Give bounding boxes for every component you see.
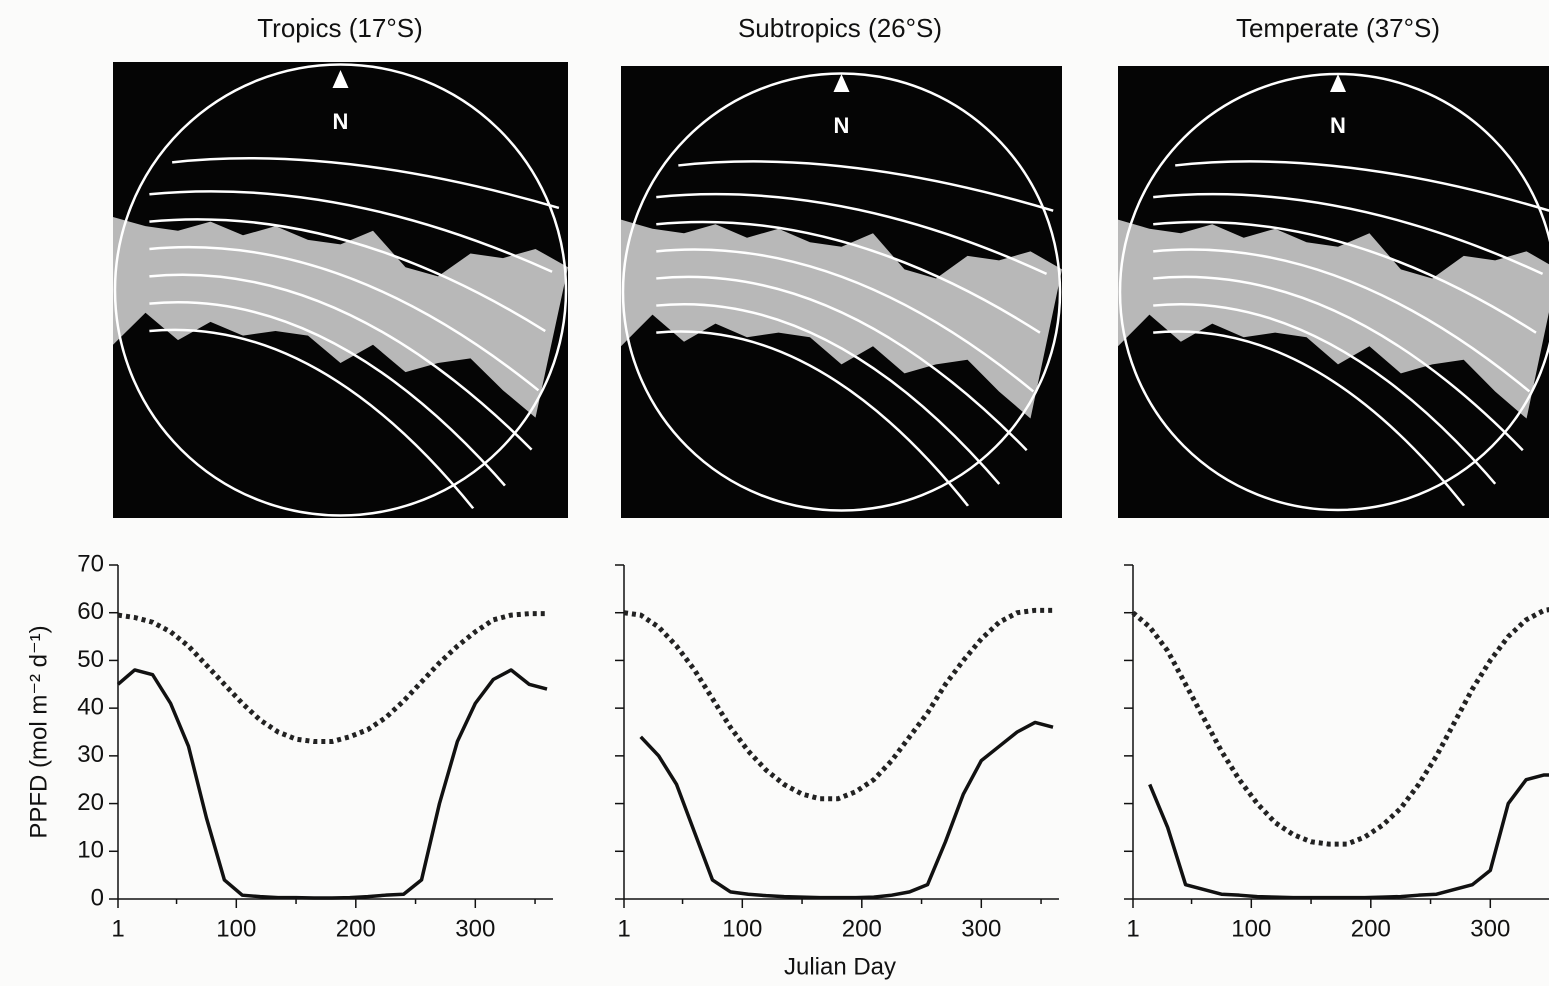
canopy-gap bbox=[621, 219, 1062, 419]
north-label: N bbox=[333, 109, 349, 134]
x-tick-label: 100 bbox=[722, 915, 762, 942]
x-tick-label: 300 bbox=[455, 915, 495, 942]
sun-path bbox=[149, 273, 533, 451]
sun-path bbox=[1153, 275, 1524, 452]
sun-path bbox=[656, 248, 1035, 393]
x-tick-label: 100 bbox=[1231, 915, 1271, 942]
sun-path bbox=[1153, 220, 1537, 334]
canopy-gap bbox=[1118, 219, 1549, 419]
dotted-line bbox=[1131, 607, 1549, 847]
panel-title: Subtropics (26°S) bbox=[738, 13, 942, 43]
north-label: N bbox=[1330, 113, 1346, 138]
sun-path bbox=[149, 190, 553, 273]
sun-path bbox=[656, 275, 1028, 452]
sun-path bbox=[172, 157, 560, 210]
y-tick-label: 40 bbox=[77, 693, 104, 720]
north-label: N bbox=[834, 113, 850, 138]
north-marker bbox=[332, 70, 349, 88]
dotted-line bbox=[623, 607, 1054, 802]
x-tick-label: 100 bbox=[216, 915, 256, 942]
y-tick-label: 70 bbox=[77, 550, 104, 577]
y-tick-label: 50 bbox=[77, 646, 104, 673]
x-tick-label: 200 bbox=[1351, 915, 1391, 942]
hemispherical-photo: N bbox=[113, 62, 568, 546]
panel-title: Temperate (37°S) bbox=[1236, 13, 1440, 43]
x-tick-label: 300 bbox=[961, 915, 1001, 942]
y-axis-label: PPFD (mol m⁻² d⁻¹) bbox=[25, 625, 52, 838]
solid-line bbox=[1148, 773, 1549, 900]
sun-path bbox=[1153, 330, 1511, 540]
sun-path bbox=[149, 218, 546, 333]
y-tick-label: 20 bbox=[77, 789, 104, 816]
solid-line bbox=[639, 720, 1054, 900]
y-tick-label: 30 bbox=[77, 741, 104, 768]
sun-path bbox=[656, 192, 1048, 276]
sun-path bbox=[656, 303, 1022, 510]
sun-path bbox=[656, 220, 1041, 334]
horizon-circle bbox=[113, 63, 568, 517]
x-tick-label: 1 bbox=[617, 915, 630, 942]
panel-title: Tropics (17°S) bbox=[257, 13, 422, 43]
x-tick-label: 300 bbox=[1470, 915, 1510, 942]
y-tick-label: 0 bbox=[91, 884, 104, 911]
sun-path bbox=[149, 328, 519, 546]
north-marker bbox=[833, 74, 850, 92]
hemispherical-photo: N bbox=[1118, 66, 1549, 540]
x-axis-label: Julian Day bbox=[784, 953, 896, 980]
dotted-line bbox=[117, 611, 548, 745]
sun-path bbox=[1153, 248, 1531, 393]
sun-path bbox=[678, 160, 1054, 212]
sun-path bbox=[1153, 192, 1544, 276]
sun-path bbox=[1175, 160, 1549, 212]
hemispherical-photo: N bbox=[621, 66, 1062, 541]
solid-line bbox=[116, 668, 548, 900]
sun-path bbox=[1153, 303, 1518, 510]
x-tick-label: 200 bbox=[842, 915, 882, 942]
y-tick-label: 10 bbox=[77, 837, 104, 864]
x-tick-label: 1 bbox=[111, 915, 124, 942]
canopy-gap bbox=[113, 217, 568, 418]
sun-path bbox=[656, 330, 1015, 541]
horizon-circle bbox=[621, 72, 1062, 512]
sun-path bbox=[149, 245, 540, 392]
sun-path bbox=[149, 301, 526, 510]
y-tick-label: 60 bbox=[77, 598, 104, 625]
x-tick-label: 1 bbox=[1126, 915, 1139, 942]
north-marker bbox=[1330, 74, 1346, 92]
x-tick-label: 200 bbox=[336, 915, 376, 942]
